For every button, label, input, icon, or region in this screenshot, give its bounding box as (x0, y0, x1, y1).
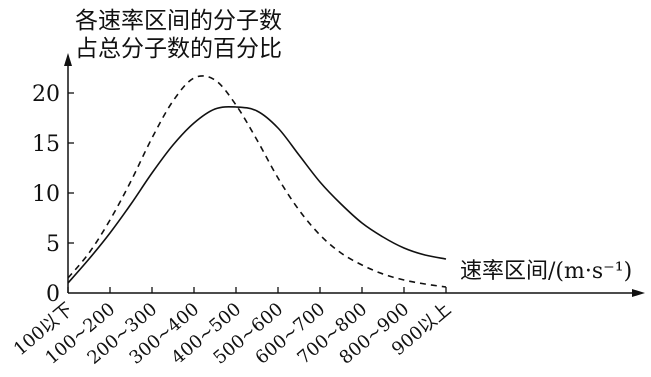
y-axis-title-line: 占总分子数的百分比 (75, 36, 282, 62)
y-tick-label: 5 (46, 232, 60, 257)
y-axis-title-line: 各速率区间的分子数 (75, 8, 282, 34)
y-tick-label: 15 (32, 132, 60, 157)
y-tick-label: 0 (46, 282, 60, 307)
x-axis-arrow (632, 289, 645, 297)
series-dashed-line (67, 75, 447, 288)
y-axis-arrow (64, 53, 72, 66)
x-axis-title: 速率区间/(m·s⁻¹) (460, 259, 632, 284)
y-tick-label: 10 (32, 182, 60, 207)
y-tick-label: 20 (32, 82, 60, 107)
series-solid-line (67, 105, 447, 284)
